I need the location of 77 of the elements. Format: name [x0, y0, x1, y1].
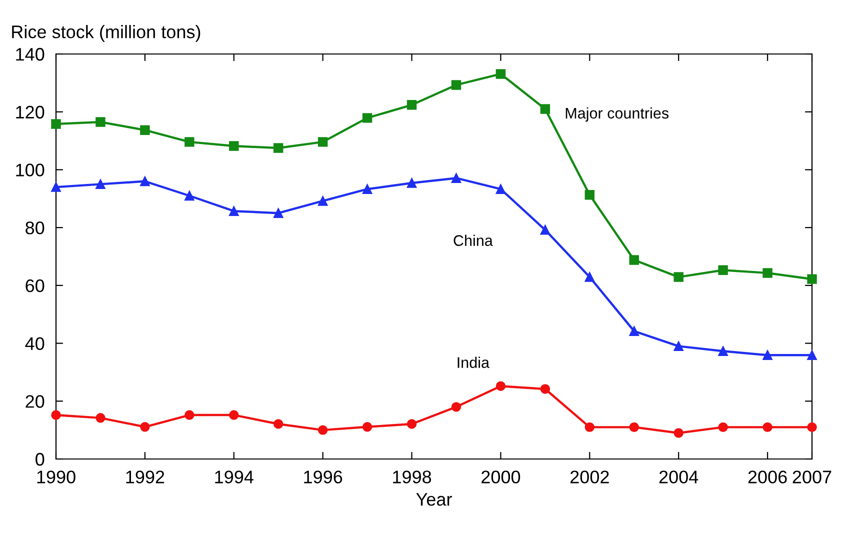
point: [496, 184, 506, 194]
point: [451, 173, 462, 183]
point: [318, 196, 328, 206]
point: [140, 422, 150, 432]
x-tick-label: 2004: [659, 470, 698, 484]
point: [96, 117, 106, 127]
point: [451, 80, 462, 90]
y-tick-label: 100: [16, 164, 44, 176]
y-axis-title: Rice stock (million tons): [12, 25, 200, 42]
point: [584, 272, 595, 282]
x-axis-title: Year: [416, 493, 452, 506]
point: [496, 69, 506, 79]
point: [762, 350, 772, 360]
y-tick-label: 20: [26, 395, 44, 408]
point: [229, 410, 239, 420]
x-tick-label: 2002: [570, 470, 609, 484]
point: [273, 208, 284, 218]
point: [718, 265, 728, 275]
point: [362, 184, 372, 194]
x-tick-label: 1998: [393, 470, 432, 484]
y-tick-label: 80: [26, 222, 44, 234]
point: [584, 422, 595, 432]
point: [540, 104, 550, 114]
point: [762, 422, 772, 432]
point: [318, 137, 328, 147]
point: [451, 402, 462, 412]
point: [96, 179, 106, 190]
series-label: Major countries: [566, 107, 669, 122]
x-tick-label: 1996: [304, 470, 342, 484]
x-tick-label: 2006: [748, 470, 787, 484]
point: [273, 143, 284, 153]
point: [674, 428, 684, 438]
y-tick-label: 40: [25, 337, 44, 350]
point: [406, 178, 417, 188]
point: [184, 137, 194, 147]
x-tick-label: 1990: [37, 470, 76, 484]
point: [629, 422, 639, 432]
point: [674, 341, 684, 352]
point: [184, 190, 194, 201]
y-tick-label: 140: [16, 48, 44, 61]
point: [362, 113, 372, 123]
x-tick-label: 2000: [482, 470, 520, 484]
point: [807, 274, 817, 284]
text: China: [454, 234, 493, 246]
point: [140, 125, 150, 135]
point: [718, 346, 728, 356]
y-tick-label: 0: [36, 452, 44, 466]
point: [629, 255, 639, 265]
point: [496, 381, 506, 391]
point: [406, 419, 417, 429]
point: [584, 190, 595, 200]
point: [807, 422, 817, 432]
point: [229, 141, 239, 151]
point: [51, 182, 61, 192]
x-tick-label: 1994: [215, 470, 254, 484]
point: [718, 422, 728, 432]
point: [51, 119, 61, 129]
series-label: India: [458, 356, 490, 368]
point: [273, 419, 284, 429]
x-tick-label: 2007: [792, 470, 832, 484]
point: [318, 425, 328, 435]
point: [51, 410, 61, 420]
point: [96, 413, 106, 423]
point: [762, 268, 772, 278]
x-tick-label: 1992: [126, 470, 164, 484]
y-tick-label: 60: [26, 279, 44, 292]
point: [406, 100, 417, 110]
point: [540, 225, 550, 235]
point: [674, 272, 684, 282]
point: [362, 422, 372, 432]
point: [629, 326, 639, 336]
point: [807, 350, 817, 360]
point: [140, 176, 150, 186]
point: [184, 410, 194, 420]
point: [540, 384, 550, 394]
point: [229, 206, 239, 216]
y-tick-label: 120: [16, 106, 44, 119]
